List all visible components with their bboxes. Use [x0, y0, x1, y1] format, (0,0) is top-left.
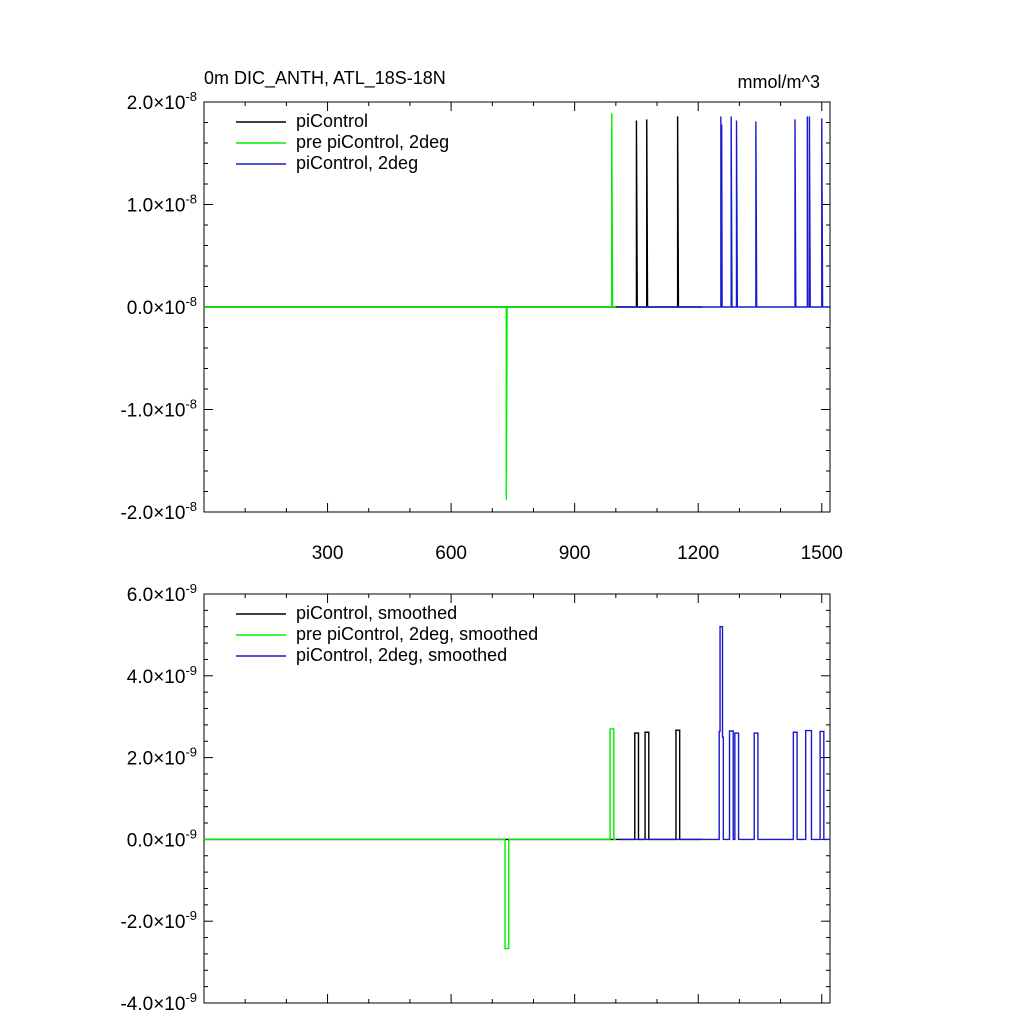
series-line-3 [619, 626, 830, 841]
x-tick-label: 1500 [801, 543, 843, 564]
legend-label: pre piControl, 2deg [296, 132, 449, 152]
chart-title: 0m DIC_ANTH, ATL_18S-18N [204, 68, 446, 89]
y-tick-label: 0.0×10-9 [127, 826, 197, 851]
series-line-3 [619, 116, 830, 308]
legend-label: piControl [296, 111, 368, 131]
chart-panel-1: 300 600 900 1200 1500 -2.0×10-8 -1.0×10-8 0.0×1… [120, 68, 842, 564]
series-group [204, 113, 830, 500]
x-tick-label: 900 [559, 543, 591, 564]
x-tick-label: 600 [435, 543, 467, 564]
y-tick-label: 4.0×10-9 [127, 663, 197, 688]
y-tick-label: -2.0×10-9 [120, 908, 197, 933]
y-tick-label: 0.0×10-8 [127, 294, 197, 319]
plot-frame [203, 593, 831, 1004]
y-tick-label: -1.0×10-8 [120, 397, 197, 422]
series-line-2 [204, 728, 616, 950]
legend-label: piControl, 2deg, smoothed [296, 645, 507, 665]
y-tick-label: 1.0×10-8 [127, 192, 197, 217]
units-label: mmol/m^3 [738, 72, 820, 92]
series-line-1 [204, 116, 703, 308]
legend-label: piControl, smoothed [296, 603, 457, 623]
y-tick-label: 2.0×10-8 [127, 89, 197, 114]
x-tick-label: 1200 [677, 543, 719, 564]
x-tick-label: 300 [312, 543, 344, 564]
y-tick-label: 2.0×10-9 [127, 745, 197, 770]
y-tick-label: 6.0×10-9 [127, 581, 197, 606]
chart-panel-2: -4.0×10-9 -2.0×10-9 0.0×10-9 2.0×10-9 4.0×10… [120, 581, 831, 1015]
y-tick-label: -4.0×10-9 [120, 990, 197, 1015]
series-line-1 [204, 729, 703, 841]
series-group [204, 626, 830, 950]
legend-label: pre piControl, 2deg, smoothed [296, 624, 538, 644]
series-line-2 [204, 113, 616, 500]
legend-label: piControl, 2deg [296, 153, 418, 173]
y-tick-label: -2.0×10-8 [120, 499, 197, 524]
